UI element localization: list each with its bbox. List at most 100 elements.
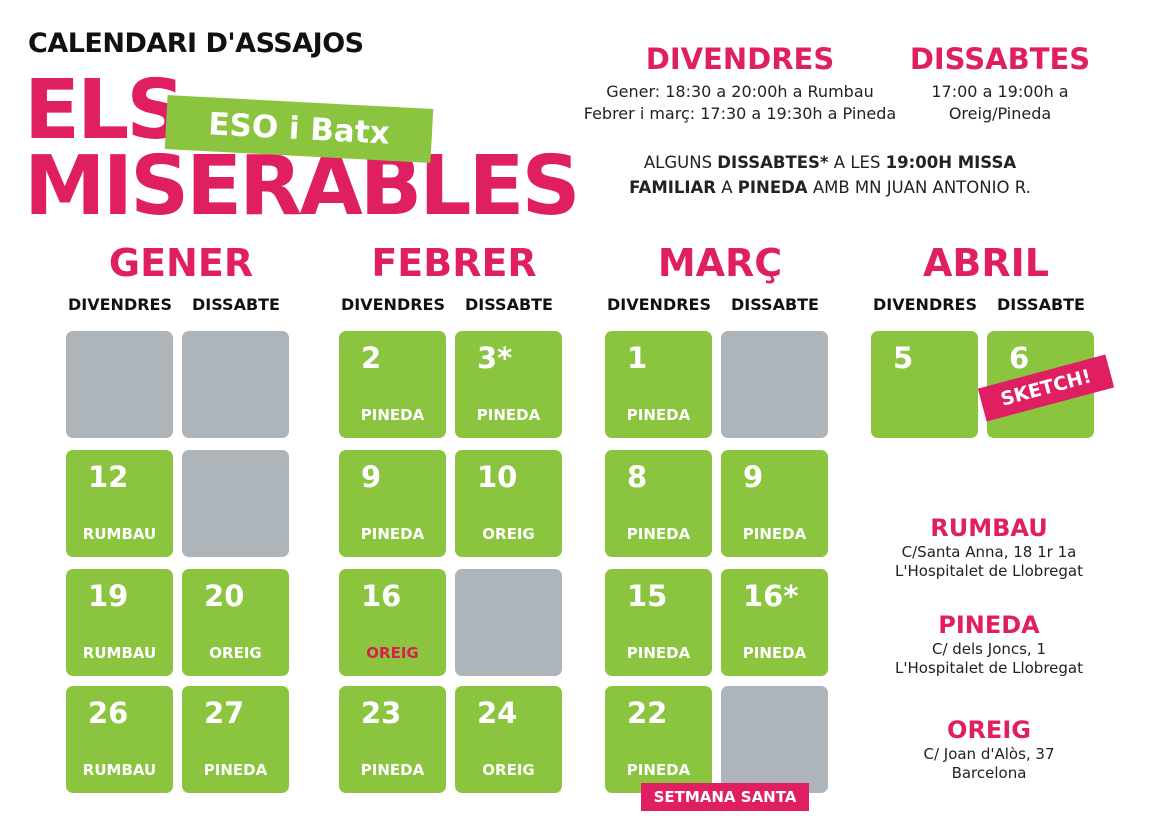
day-number: 9 <box>361 460 382 494</box>
mass-note: ALGUNS DISSABTES* A LES 19:00H MISSA FAM… <box>590 150 1070 200</box>
day-number: 23 <box>361 696 402 730</box>
day-location: PINEDA <box>203 761 268 779</box>
location-city-pineda: L'Hospitalet de Llobregat <box>895 659 1083 677</box>
note-bold-1: DISSABTES* <box>717 153 829 172</box>
day-label-saturday-febrer: DISSABTE <box>465 295 553 314</box>
note-text-3: A <box>716 178 738 197</box>
location-address-oreig: C/ Joan d'Alòs, 37 <box>923 745 1055 763</box>
day-number: 6 <box>1009 341 1030 375</box>
day-location: RUMBAU <box>82 525 157 543</box>
calendar-day-cell: 15 PINEDA <box>605 569 712 676</box>
calendar-day-cell <box>66 331 173 438</box>
day-location: OREIG <box>209 644 262 662</box>
day-number: 27 <box>204 696 245 730</box>
day-location: PINEDA <box>360 406 425 424</box>
day-location: PINEDA <box>476 406 541 424</box>
day-number: 9 <box>743 460 764 494</box>
month-heading-gener: GENER <box>108 241 254 285</box>
day-location: OREIG <box>482 761 535 779</box>
day-location: PINEDA <box>626 406 691 424</box>
location-address-rumbau: C/Santa Anna, 18 1r 1a <box>901 543 1077 561</box>
day-location: OREIG <box>482 525 535 543</box>
day-label-saturday-gener: DISSABTE <box>192 295 280 314</box>
day-label-friday-marc: DIVENDRES <box>607 295 711 314</box>
calendar-day-cell: 20 OREIG <box>182 569 289 676</box>
note-bold-4: PINEDA <box>737 178 808 197</box>
day-number: 2 <box>361 341 382 375</box>
calendar-day-cell: 10 OREIG <box>455 450 562 557</box>
title-line-2: MISERABLES <box>24 139 581 234</box>
day-number: 20 <box>204 579 245 613</box>
calendar-day-cell: 16 OREIG <box>339 569 446 676</box>
day-label-friday-gener: DIVENDRES <box>68 295 172 314</box>
day-location: PINEDA <box>360 761 425 779</box>
day-location: PINEDA <box>626 644 691 662</box>
friday-heading: DIVENDRES <box>645 42 835 76</box>
note-text-2: A LES <box>828 153 886 172</box>
day-label-saturday-abril: DISSABTE <box>997 295 1085 314</box>
day-number: 10 <box>477 460 518 494</box>
location-name-pineda: PINEDA <box>938 611 1040 639</box>
day-number: 1 <box>627 341 648 375</box>
title-line-1: ELS <box>24 63 185 158</box>
setmana-santa-badge: SETMANA SANTA <box>641 783 809 811</box>
day-number: 16 <box>361 579 402 613</box>
day-location: PINEDA <box>742 525 807 543</box>
month-heading-febrer: FEBRER <box>371 241 537 285</box>
location-name-oreig: OREIG <box>947 716 1031 744</box>
day-location: PINEDA <box>626 525 691 543</box>
calendar-day-cell: 16* PINEDA <box>721 569 828 676</box>
day-location: PINEDA <box>742 644 807 662</box>
day-number: 26 <box>88 696 129 730</box>
day-location: PINEDA <box>360 525 425 543</box>
calendar-day-cell: 24 OREIG <box>455 686 562 793</box>
day-location: RUMBAU <box>82 761 157 779</box>
location-name-rumbau: RUMBAU <box>930 514 1048 542</box>
day-number: 24 <box>477 696 518 730</box>
day-location: OREIG <box>366 644 419 662</box>
location-city-oreig: Barcelona <box>951 764 1027 782</box>
day-location: RUMBAU <box>82 644 157 662</box>
friday-line-2: Febrer i març: 17:30 a 19:30h a Pineda <box>583 104 897 123</box>
calendar-day-cell: 12 RUMBAU <box>66 450 173 557</box>
calendar-day-cell: 1 PINEDA <box>605 331 712 438</box>
calendar-day-cell: 26 RUMBAU <box>66 686 173 793</box>
month-heading-marc: MARÇ <box>657 241 783 285</box>
day-number: 16* <box>743 579 799 613</box>
calendar-day-cell <box>182 331 289 438</box>
note-bold-2: 19:00H MISSA <box>885 153 1017 172</box>
calendar-day-cell: 9 PINEDA <box>721 450 828 557</box>
calendar-day-cell: 23 PINEDA <box>339 686 446 793</box>
calendar-day-cell: 3* PINEDA <box>455 331 562 438</box>
month-heading-abril: ABRIL <box>923 241 1049 285</box>
day-number: 3* <box>477 341 513 375</box>
calendar-day-cell: 19 RUMBAU <box>66 569 173 676</box>
calendar-day-cell: 22 PINEDA <box>605 686 712 793</box>
day-number: 22 <box>627 696 668 730</box>
note-bold-3: FAMILIAR <box>629 178 717 197</box>
calendar-day-cell <box>721 331 828 438</box>
day-number: 19 <box>88 579 129 613</box>
day-location: PINEDA <box>626 761 691 779</box>
calendar-day-cell <box>721 686 828 793</box>
location-address-pineda: C/ dels Joncs, 1 <box>931 640 1047 658</box>
day-number: 15 <box>627 579 668 613</box>
day-number: 12 <box>88 460 129 494</box>
subtitle: CALENDARI D'ASSAJOS <box>28 28 364 59</box>
calendar-day-cell: 2 PINEDA <box>339 331 446 438</box>
day-label-friday-abril: DIVENDRES <box>873 295 977 314</box>
day-label-saturday-marc: DISSABTE <box>731 295 819 314</box>
calendar-day-cell <box>455 569 562 676</box>
calendar-day-cell: 8 PINEDA <box>605 450 712 557</box>
day-number: 8 <box>627 460 648 494</box>
note-text-1: ALGUNS <box>643 153 718 172</box>
calendar-day-cell: 9 PINEDA <box>339 450 446 557</box>
friday-line-1: Gener: 18:30 a 20:00h a Rumbau <box>606 82 874 101</box>
calendar-day-cell <box>182 450 289 557</box>
calendar-day-cell: 27 PINEDA <box>182 686 289 793</box>
day-label-friday-febrer: DIVENDRES <box>341 295 445 314</box>
saturday-heading: DISSABTES <box>909 42 1091 76</box>
saturday-line-1: 17:00 a 19:00h a <box>931 82 1069 101</box>
day-number: 5 <box>893 341 914 375</box>
saturday-line-2: Oreig/Pineda <box>948 104 1052 123</box>
